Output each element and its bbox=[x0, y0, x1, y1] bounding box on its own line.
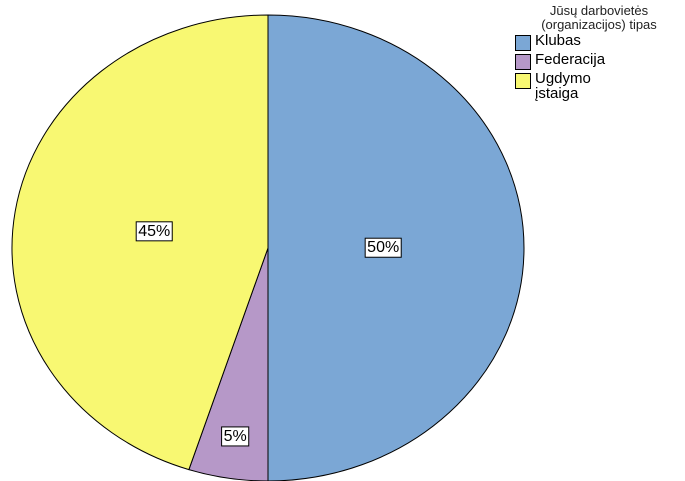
legend-swatch bbox=[515, 54, 531, 70]
data-label: 45% bbox=[138, 223, 170, 240]
legend-label: Federacija bbox=[535, 51, 606, 68]
legend-title: Jūsų darbovietės (organizacijos) tipas bbox=[541, 3, 657, 32]
label-box bbox=[364, 237, 402, 258]
legend: Jūsų darbovietės (organizacijos) tipas K… bbox=[515, 4, 683, 101]
data-label: 50% bbox=[367, 239, 399, 256]
legend-label: Ugdymo įstaiga bbox=[535, 70, 591, 102]
legend-swatch bbox=[515, 35, 531, 51]
label-box bbox=[221, 426, 250, 447]
label-box bbox=[135, 221, 173, 242]
legend-swatch bbox=[515, 73, 531, 89]
legend-label: Klubas bbox=[535, 32, 581, 49]
legend-entry: Ugdymo įstaiga bbox=[515, 71, 683, 101]
pie-slice bbox=[11, 14, 269, 471]
legend-entry: Klubas bbox=[515, 33, 683, 51]
legend-entry: Federacija bbox=[515, 52, 683, 70]
data-label: 5% bbox=[224, 428, 247, 445]
